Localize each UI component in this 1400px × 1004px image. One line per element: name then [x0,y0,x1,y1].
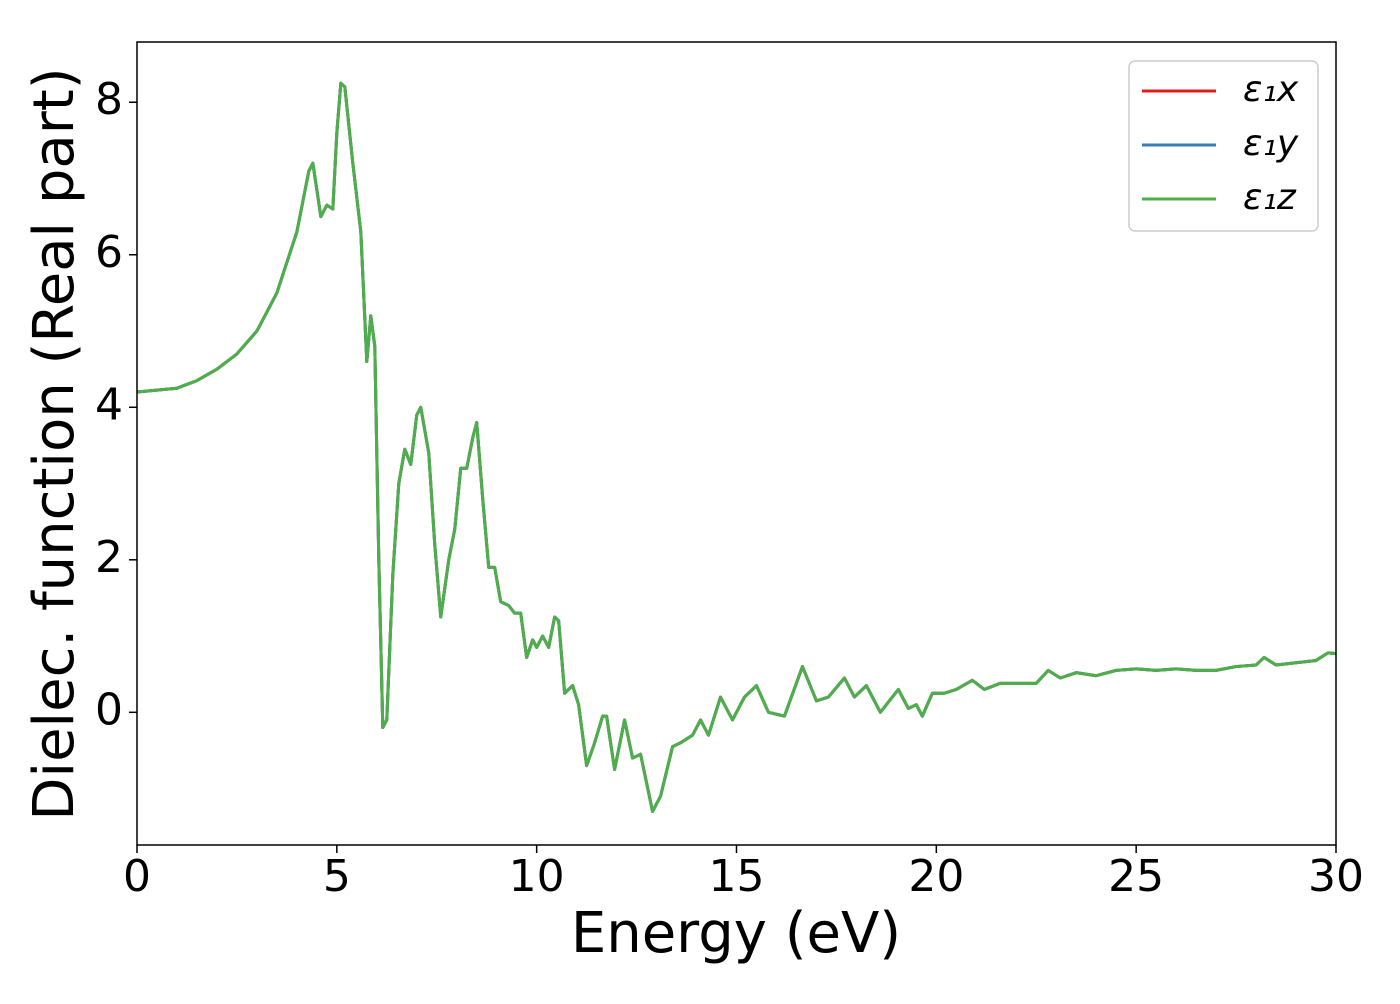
x-tick-label: 20 [908,851,964,902]
x-tick-label: 30 [1308,851,1364,902]
y-tick-label: 0 [95,684,123,735]
x-axis-label: Energy (eV) [571,901,901,966]
x-tick-label: 15 [709,851,765,902]
legend-label: ε₁y [1243,123,1299,164]
x-tick-label: 10 [509,851,565,902]
y-tick-label: 6 [95,227,123,278]
legend-box [1128,60,1319,232]
series-line [136,81,1337,813]
y-tick-label: 2 [95,532,123,583]
x-tick-label: 5 [323,851,351,902]
x-tick-label: 25 [1108,851,1164,902]
y-tick-label: 8 [95,74,123,125]
y-tick-label: 4 [95,379,123,430]
plot-frame [136,41,1337,846]
legend-label: ε₁z [1243,177,1297,218]
x-tick-label: 0 [123,851,151,902]
legend-label: ε₁x [1243,69,1299,110]
y-axis-label: Dielec. function (Real part) [22,67,87,820]
